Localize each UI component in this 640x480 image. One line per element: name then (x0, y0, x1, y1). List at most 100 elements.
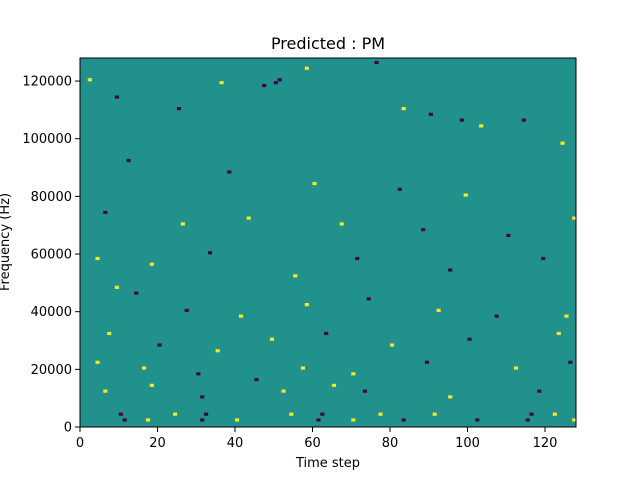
heatmap-cell-86 (572, 418, 577, 422)
heatmap-cell-12 (479, 124, 484, 128)
heatmap-cell-19 (463, 193, 468, 197)
heatmap-cell-34 (114, 285, 120, 289)
heatmap-cell-35 (134, 291, 139, 295)
heatmap-cell-56 (351, 372, 356, 376)
heatmap-cell-42 (564, 314, 569, 318)
heatmap-cell-68 (118, 412, 123, 416)
heatmap-cell-65 (362, 389, 368, 393)
heatmap-plot-area (79, 57, 577, 428)
heatmap-cell-23 (339, 222, 344, 226)
heatmap-cell-38 (304, 303, 309, 307)
heatmap-cell-13 (521, 118, 526, 122)
heatmap-cell-77 (320, 412, 325, 416)
plot-frame (79, 57, 577, 428)
heatmap-cell-64 (331, 383, 337, 387)
heatmap-cell-60 (103, 389, 108, 393)
heatmap-background (80, 58, 576, 427)
heatmap-cell-73 (204, 412, 209, 416)
x-tick-label-80: 80 (382, 436, 399, 451)
heatmap-cell-83 (525, 418, 530, 422)
heatmap-cell-28 (149, 262, 154, 266)
heatmap-cell-27 (95, 256, 100, 261)
heatmap-cell-40 (436, 308, 441, 312)
heatmap-cell-17 (312, 181, 317, 186)
heatmap-cell-50 (556, 331, 561, 336)
heatmap-cell-10 (428, 112, 433, 116)
x-axis-ticks: 0 20 40 60 80 100 120 (76, 427, 558, 451)
heatmap-cell-25 (506, 233, 511, 238)
heatmap-cell-82 (475, 418, 480, 422)
heatmap-cell-39 (366, 297, 371, 301)
heatmap-cell-32 (448, 268, 453, 272)
y-tick-label-60000: 60000 (31, 248, 72, 263)
heatmap-cell-80 (401, 418, 406, 422)
heatmap-cell-81 (432, 412, 437, 416)
heatmap-cell-76 (316, 418, 321, 422)
heatmap-cell-70 (145, 418, 151, 422)
heatmap-cell-8 (374, 60, 379, 65)
heatmap-cell-85 (552, 412, 557, 416)
x-tick-label-20: 20 (149, 436, 166, 451)
heatmap-cell-24 (421, 228, 426, 232)
heatmap-cell-44 (157, 343, 162, 347)
heatmap-cell-41 (494, 314, 499, 318)
heatmap-cell-9 (401, 107, 406, 111)
y-axis-ticks: 0 20000 40000 60000 80000 100000 120000 (22, 75, 80, 436)
heatmap-cell-63 (281, 389, 286, 393)
heatmap-cell-69 (122, 418, 127, 422)
heatmap-cell-66 (448, 395, 453, 399)
heatmap-cell-59 (568, 360, 573, 364)
heatmap-cell-71 (173, 412, 178, 416)
heatmap-cell-43 (107, 331, 112, 336)
y-tick-label-40000: 40000 (31, 305, 72, 320)
heatmap-cell-84 (529, 412, 534, 416)
heatmap-cell-15 (126, 158, 131, 163)
heatmap-cell-21 (180, 222, 185, 226)
heatmap-cell-72 (200, 418, 205, 422)
y-tick-label-20000: 20000 (31, 363, 72, 378)
heatmap-cell-29 (207, 251, 213, 255)
y-axis-label: Frequency (Hz) (0, 193, 13, 291)
heatmap-cell-20 (103, 210, 108, 214)
heatmap-cell-52 (142, 366, 147, 370)
heatmap-cell-53 (196, 372, 201, 376)
heatmap-cell-31 (355, 256, 360, 261)
x-tick-label-0: 0 (76, 436, 84, 451)
heatmap-cell-67 (537, 389, 542, 393)
heatmap-cells (87, 60, 577, 422)
x-tick-label-60: 60 (304, 436, 321, 451)
heatmap-cell-3 (219, 81, 224, 85)
heatmap-cell-37 (238, 314, 244, 318)
heatmap-cell-14 (560, 141, 565, 145)
chart-title: Predicted : PM (271, 34, 385, 53)
heatmap-cell-74 (235, 418, 240, 422)
heatmap-cell-0 (87, 78, 92, 82)
heatmap-cell-54 (254, 377, 259, 382)
heatmap-cell-18 (397, 187, 402, 191)
heatmap-cell-48 (390, 343, 395, 347)
heatmap-cell-62 (200, 395, 205, 399)
heatmap-cell-78 (351, 418, 356, 422)
heatmap-cell-61 (149, 383, 154, 387)
heatmap-cell-22 (246, 216, 251, 220)
heatmap-cell-51 (95, 360, 100, 364)
heatmap-cell-45 (215, 349, 220, 353)
y-tick-label-0: 0 (64, 421, 72, 436)
heatmap-cell-5 (273, 81, 278, 85)
y-tick-label-100000: 100000 (22, 132, 72, 147)
y-tick-label-80000: 80000 (31, 190, 72, 205)
heatmap-cell-6 (277, 78, 282, 82)
heatmap-cell-49 (467, 337, 472, 341)
heatmap-cell-4 (262, 83, 267, 88)
heatmap-cell-46 (269, 337, 275, 341)
heatmap-cell-11 (459, 118, 464, 122)
x-axis-label: Time step (295, 456, 360, 471)
heatmap-cell-58 (514, 366, 519, 370)
heatmap-cell-26 (572, 216, 577, 220)
heatmap-cell-30 (293, 274, 298, 278)
heatmap-cell-7 (304, 66, 309, 70)
heatmap-cell-75 (289, 412, 294, 416)
heatmap-cell-1 (114, 95, 120, 99)
x-tick-label-120: 120 (533, 436, 558, 451)
x-tick-label-40: 40 (227, 436, 244, 451)
